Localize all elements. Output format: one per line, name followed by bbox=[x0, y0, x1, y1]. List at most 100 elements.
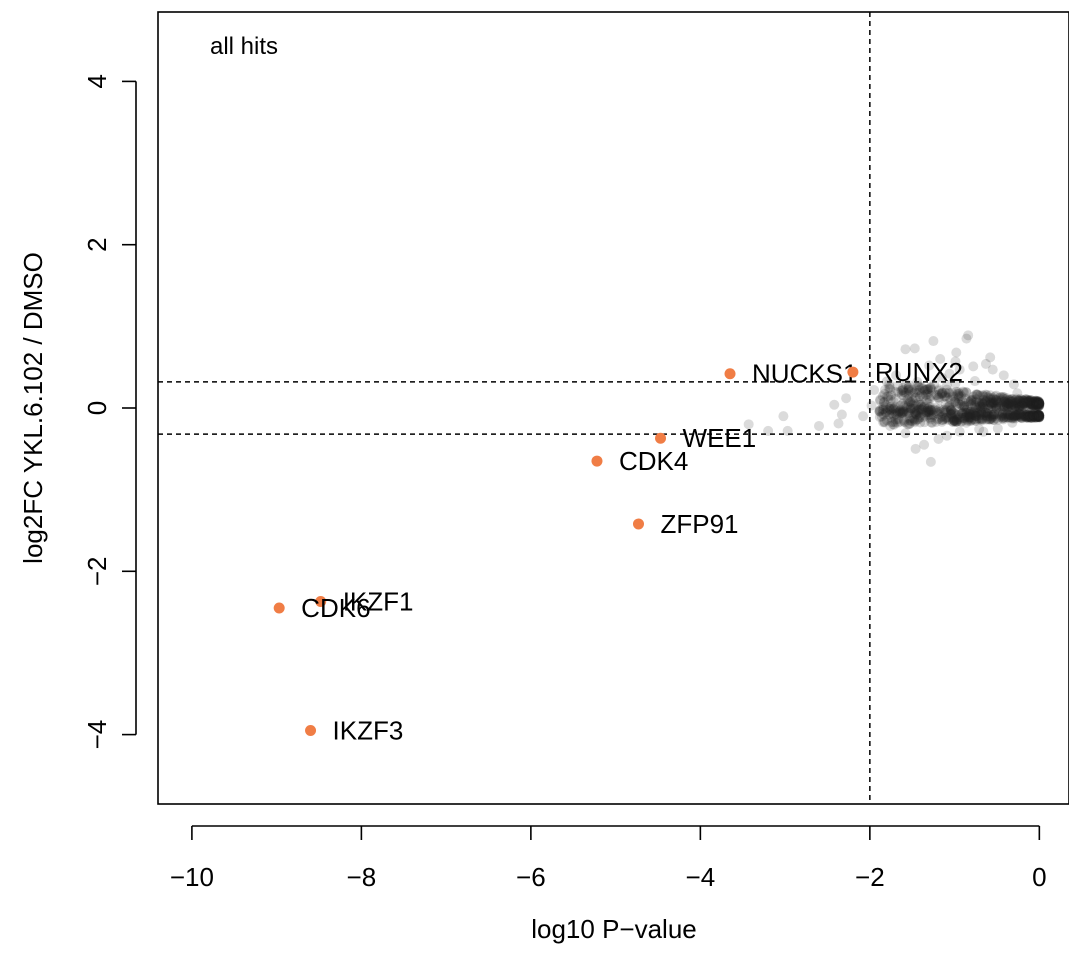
data-point bbox=[988, 409, 999, 420]
data-point bbox=[961, 404, 972, 415]
data-point bbox=[991, 403, 1002, 414]
data-point bbox=[945, 408, 956, 419]
data-point bbox=[1033, 412, 1044, 423]
data-point bbox=[897, 398, 908, 409]
data-point bbox=[912, 381, 923, 392]
data-point bbox=[1014, 401, 1025, 412]
data-point bbox=[1024, 398, 1035, 409]
data-point bbox=[1034, 399, 1045, 410]
data-point bbox=[981, 414, 992, 425]
data-point bbox=[977, 390, 988, 401]
data-point bbox=[899, 387, 910, 398]
data-point bbox=[894, 406, 905, 417]
data-point bbox=[878, 409, 889, 420]
data-point bbox=[903, 384, 914, 395]
data-point bbox=[936, 387, 947, 398]
data-point bbox=[1034, 410, 1045, 421]
data-point bbox=[1034, 398, 1045, 409]
data-point bbox=[966, 415, 977, 426]
data-point bbox=[980, 396, 991, 407]
data-point bbox=[1032, 411, 1043, 422]
data-point bbox=[999, 401, 1010, 412]
x-tick-label: −4 bbox=[686, 862, 716, 892]
data-point bbox=[965, 412, 976, 423]
data-point bbox=[996, 395, 1007, 406]
data-point bbox=[979, 404, 990, 415]
data-point bbox=[999, 412, 1010, 423]
data-point bbox=[943, 412, 954, 423]
data-point bbox=[875, 394, 886, 405]
data-point bbox=[988, 397, 999, 408]
data-point bbox=[987, 399, 998, 410]
data-point bbox=[991, 390, 1002, 401]
y-tick-label: −4 bbox=[82, 720, 112, 750]
data-point bbox=[984, 411, 995, 422]
data-point bbox=[1034, 411, 1045, 422]
data-point bbox=[1024, 411, 1035, 422]
data-point bbox=[1007, 398, 1018, 409]
data-point bbox=[935, 406, 946, 417]
data-point bbox=[970, 409, 981, 420]
data-point bbox=[920, 410, 931, 421]
data-point bbox=[960, 412, 971, 423]
data-point bbox=[1026, 398, 1037, 409]
data-point bbox=[952, 388, 963, 399]
hit-label-ikzf3: IKZF3 bbox=[333, 716, 404, 746]
data-point bbox=[925, 382, 936, 393]
data-point bbox=[1024, 395, 1035, 406]
data-point bbox=[947, 412, 958, 423]
data-point bbox=[905, 403, 916, 414]
data-point bbox=[998, 414, 1009, 425]
dense-point-cloud bbox=[874, 376, 1045, 430]
data-point bbox=[1023, 395, 1034, 406]
data-point bbox=[981, 395, 992, 406]
data-point bbox=[1033, 410, 1044, 421]
data-point bbox=[869, 385, 880, 396]
data-point bbox=[961, 408, 972, 419]
data-point bbox=[896, 389, 907, 400]
data-point bbox=[977, 401, 988, 412]
data-point bbox=[1026, 412, 1037, 423]
data-point bbox=[1013, 399, 1024, 410]
data-point bbox=[997, 391, 1008, 402]
data-point bbox=[945, 405, 956, 416]
data-point bbox=[961, 407, 972, 418]
data-point bbox=[939, 414, 950, 425]
data-point bbox=[1027, 399, 1038, 410]
data-point bbox=[1030, 397, 1041, 408]
data-point bbox=[921, 384, 932, 395]
data-point bbox=[1008, 410, 1019, 421]
data-point bbox=[1034, 409, 1045, 420]
data-point bbox=[1007, 411, 1018, 422]
data-point bbox=[957, 412, 968, 423]
data-point bbox=[921, 389, 932, 400]
data-point bbox=[951, 416, 962, 427]
data-point bbox=[972, 389, 983, 400]
data-point bbox=[985, 392, 996, 403]
data-point bbox=[907, 395, 918, 406]
data-point bbox=[951, 347, 962, 358]
data-point bbox=[959, 402, 970, 413]
data-point bbox=[1033, 411, 1044, 422]
data-point bbox=[910, 392, 921, 403]
data-point bbox=[899, 400, 910, 411]
data-point bbox=[942, 402, 953, 413]
data-point bbox=[924, 394, 935, 405]
data-point bbox=[912, 407, 923, 418]
data-point bbox=[1012, 411, 1023, 422]
data-point bbox=[1012, 395, 1023, 406]
data-point bbox=[905, 397, 916, 408]
data-point bbox=[887, 419, 898, 430]
data-point bbox=[1022, 409, 1033, 420]
data-point bbox=[1032, 397, 1043, 408]
data-point bbox=[1031, 410, 1042, 421]
data-point bbox=[1030, 412, 1041, 423]
data-point bbox=[885, 401, 896, 412]
data-point bbox=[1020, 400, 1031, 411]
data-point bbox=[913, 399, 924, 410]
data-point bbox=[969, 414, 980, 425]
data-point bbox=[909, 387, 920, 398]
data-point bbox=[908, 398, 919, 409]
data-point bbox=[1022, 412, 1033, 423]
data-point bbox=[1033, 409, 1044, 420]
